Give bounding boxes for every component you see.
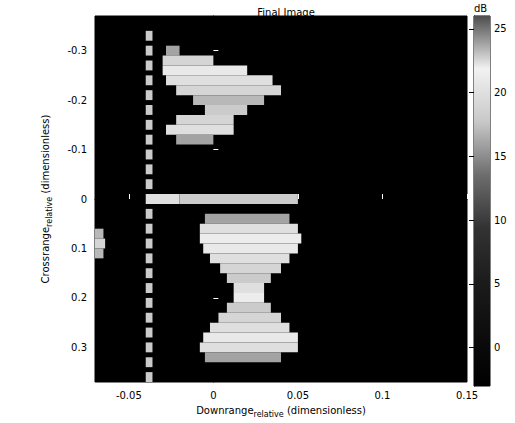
svg-text:(dimensionless): (dimensionless): [284, 405, 366, 416]
svg-text:(dimensionless): (dimensionless): [40, 115, 51, 197]
svg-text:-0.1: -0.1: [67, 144, 87, 155]
svg-text:Final Image: Final Image: [257, 7, 315, 18]
svg-text:0: 0: [210, 390, 216, 401]
svg-text:20: 20: [494, 87, 507, 98]
svg-text:5: 5: [494, 278, 500, 289]
svg-text:dB: dB: [474, 3, 487, 14]
svg-text:0: 0: [494, 342, 500, 353]
svg-text:-0.2: -0.2: [67, 95, 87, 106]
svg-text:0.05: 0.05: [287, 390, 309, 401]
svg-text:0.3: 0.3: [71, 342, 87, 353]
svg-text:-0.3: -0.3: [67, 45, 87, 56]
svg-text:10: 10: [494, 215, 507, 226]
svg-text:relative: relative: [45, 197, 54, 227]
svg-text:0.2: 0.2: [71, 292, 87, 303]
svg-text:15: 15: [494, 151, 507, 162]
svg-text:0.1: 0.1: [71, 243, 87, 254]
svg-text:25: 25: [494, 23, 507, 34]
svg-text:relative: relative: [254, 410, 284, 419]
svg-text:0.15: 0.15: [456, 390, 478, 401]
svg-text:Crossrange: Crossrange: [40, 227, 51, 284]
svg-text:Downrange: Downrange: [196, 405, 253, 416]
svg-text:0: 0: [81, 194, 87, 205]
svg-text:0.1: 0.1: [375, 390, 391, 401]
svg-text:-0.05: -0.05: [116, 390, 142, 401]
